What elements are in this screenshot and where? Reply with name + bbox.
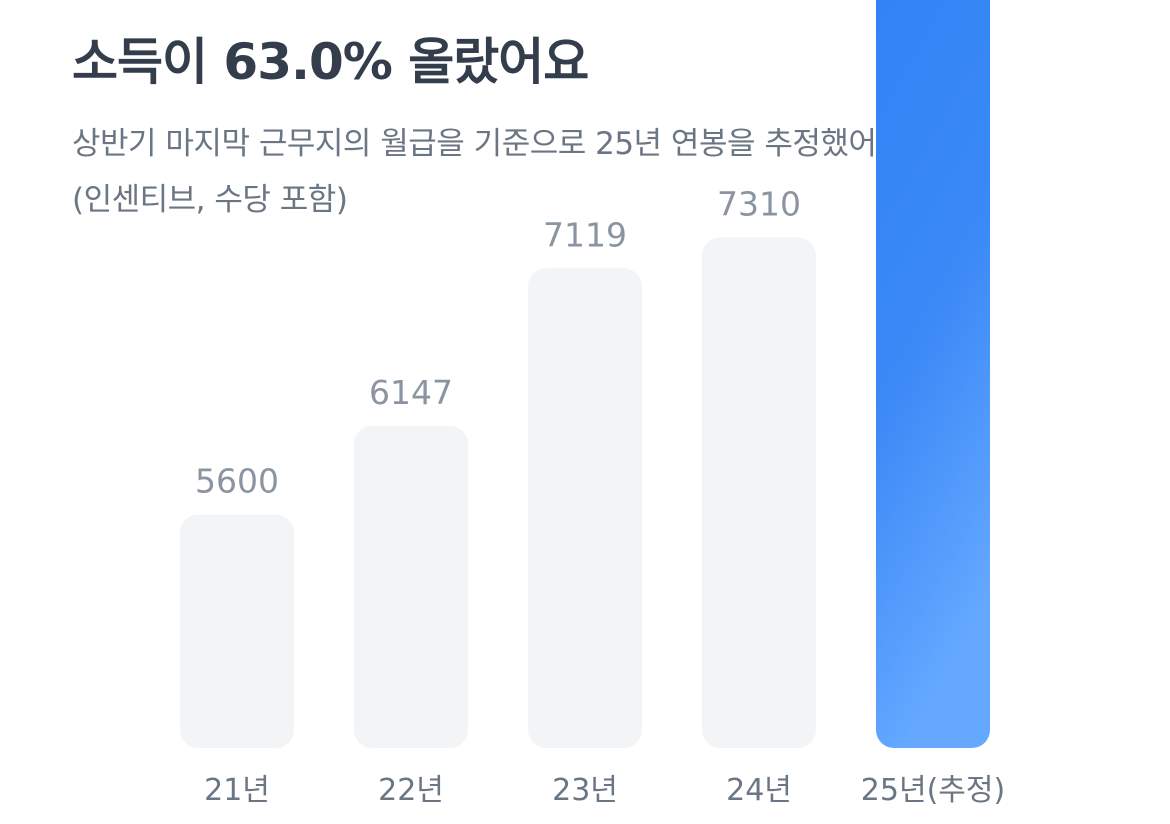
bar-value-label-1: 5600 <box>195 462 279 501</box>
bar-3 <box>528 268 642 748</box>
bar-value-label-2: 6147 <box>369 373 453 412</box>
category-label-4: 24년 <box>726 773 792 808</box>
bars-group <box>180 0 990 748</box>
subtitle-line-1: 상반기 마지막 근무지의 월급을 기준으로 25년 연봉을 추정했어요. <box>72 126 914 162</box>
bar-value-label-3: 7119 <box>543 215 627 254</box>
page-title: 소득이 63.0% 올랐어요 <box>72 33 589 91</box>
category-label-3: 23년 <box>552 773 618 808</box>
bar-1 <box>180 514 294 748</box>
category-labels-group: 21년 22년 23년 24년 25년(추정) <box>204 773 1005 808</box>
subtitle-line-2: (인센티브, 수당 포함) <box>72 182 348 218</box>
value-labels-group: 56006147711973109129 <box>195 184 801 501</box>
category-label-5: 25년(추정) <box>861 773 1005 808</box>
bar-2 <box>354 425 468 748</box>
page-subtitle: 상반기 마지막 근무지의 월급을 기준으로 25년 연봉을 추정했어요. (인센… <box>72 116 1132 228</box>
bar-5 <box>876 0 990 748</box>
category-label-2: 22년 <box>378 773 444 808</box>
category-label-1: 21년 <box>204 773 270 808</box>
bar-value-label-4: 7310 <box>717 184 801 223</box>
bar-4 <box>702 237 816 748</box>
